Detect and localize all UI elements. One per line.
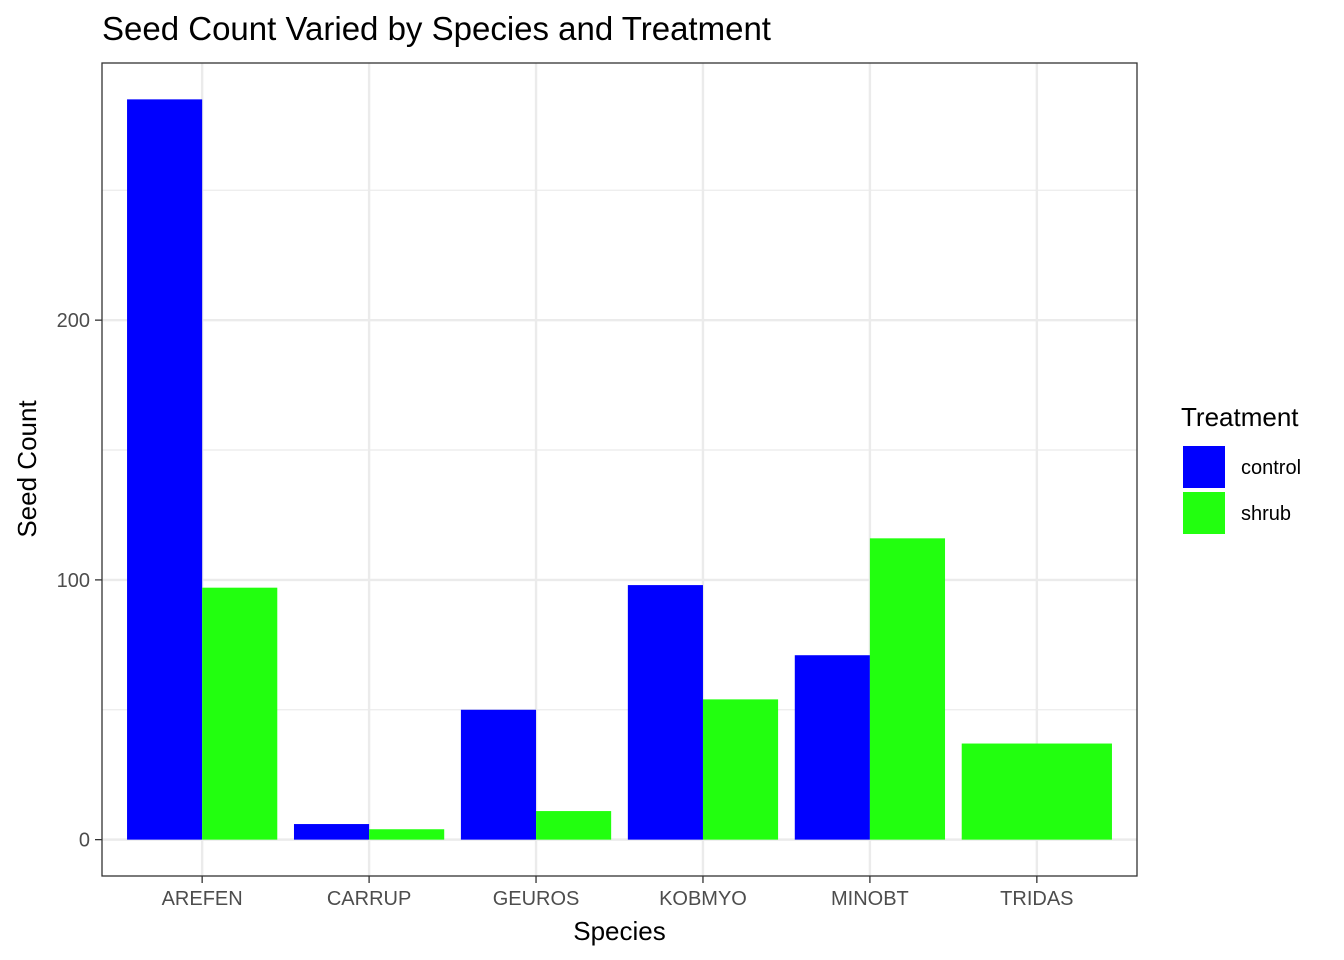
x-tick-label: TRIDAS	[1000, 888, 1073, 910]
bar-kobmyo-shrub	[702, 699, 779, 840]
legend-label-control: control	[1241, 457, 1301, 479]
bar-carrup-shrub	[369, 829, 445, 840]
y-tick-label: 100	[57, 570, 90, 592]
x-axis-title: Species	[573, 916, 666, 946]
bar-geuros-control	[460, 709, 537, 840]
bar-geuros-shrub	[536, 811, 612, 840]
legend-title: Treatment	[1181, 402, 1299, 432]
y-tick-label: 200	[57, 310, 90, 332]
y-tick-label: 0	[79, 830, 90, 852]
bar-kobmyo-control	[627, 585, 703, 840]
y-axis-title: Seed Count	[12, 400, 42, 538]
legend: Treatment control shrub	[1181, 402, 1301, 534]
bars	[127, 99, 1112, 840]
y-axis: 0 100 200	[57, 310, 102, 852]
panel-border	[101, 62, 1138, 877]
plot-panel	[101, 62, 1138, 877]
x-axis: AREFEN CARRUP GEUROS KOBMYO MINOBT TRIDAS	[162, 876, 1074, 910]
bar-tridas-shrub	[961, 743, 1112, 840]
legend-label-shrub: shrub	[1241, 503, 1291, 525]
bar-arefen-control	[127, 99, 203, 840]
x-tick-label: MINOBT	[831, 888, 909, 910]
legend-items: control shrub	[1183, 446, 1301, 534]
chart-title: Seed Count Varied by Species and Treatme…	[102, 10, 771, 47]
bar-arefen-shrub	[202, 587, 278, 840]
x-tick-label: CARRUP	[327, 888, 411, 910]
bar-minobt-control	[794, 655, 870, 840]
x-tick-label: GEUROS	[493, 888, 580, 910]
x-tick-label: KOBMYO	[659, 888, 747, 910]
bar-carrup-control	[293, 824, 370, 840]
bar-minobt-shrub	[869, 538, 946, 840]
legend-key-control	[1183, 446, 1225, 488]
x-tick-label: AREFEN	[162, 888, 243, 910]
legend-key-shrub	[1183, 492, 1225, 534]
